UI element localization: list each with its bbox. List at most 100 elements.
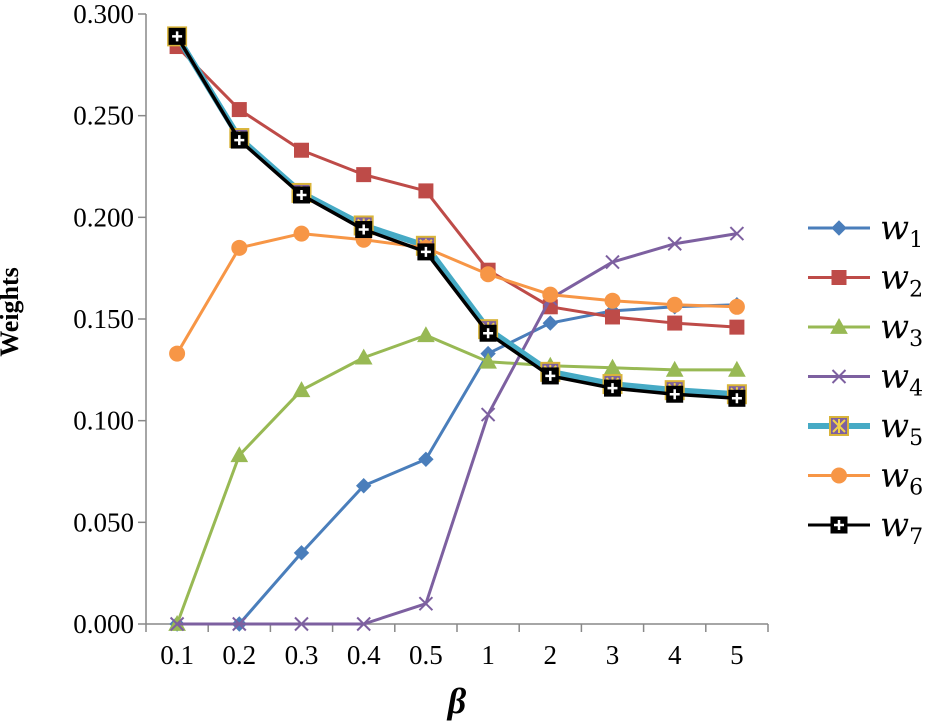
x-tick-label: 4 (668, 640, 682, 670)
y-tick-label: 0.250 (73, 101, 134, 131)
legend-item-w2: w2 (808, 258, 923, 303)
data-point-w4 (667, 236, 682, 251)
data-point-w7-glyph (607, 383, 618, 394)
data-point-w6 (728, 298, 745, 315)
data-point-w6 (604, 292, 621, 309)
data-point-w4 (605, 254, 620, 270)
legend-label: w5 (880, 406, 923, 451)
x-axis-title: β (446, 681, 467, 721)
data-point-w4 (232, 616, 247, 632)
data-point-w2 (231, 102, 247, 118)
x-tick-label: 0.3 (285, 640, 319, 670)
x-tick-label: 5 (730, 640, 744, 670)
data-point-w7-glyph (420, 246, 431, 257)
data-point-w7-glyph (669, 389, 680, 400)
series-line-w3 (175, 333, 737, 625)
x-tick-label: 3 (606, 640, 620, 670)
data-point-w3 (230, 446, 249, 463)
data-point-w7-glyph (172, 31, 183, 42)
series-w2 (169, 39, 745, 335)
data-point-w2 (294, 142, 309, 158)
data-point-w3 (665, 360, 684, 377)
legend-subscript: 3 (909, 327, 923, 352)
data-point-w4 (169, 616, 185, 632)
data-point-w2 (418, 183, 434, 199)
data-point-w7-glyph (296, 189, 307, 200)
data-point-w6 (666, 296, 683, 313)
x-tick-label: 0.4 (347, 640, 381, 670)
x-tick-labels: 0.1 0.2 0.3 0.4 0.5 1 2 3 4 5 (160, 640, 743, 670)
data-point-w1 (355, 478, 372, 494)
legend-item-w6: w6 (808, 456, 923, 501)
data-point-w4 (418, 596, 434, 611)
data-point-w3 (292, 381, 311, 398)
y-tick-label: 0.000 (73, 609, 134, 639)
series-line-w6 (175, 232, 737, 355)
data-point-w4 (729, 226, 745, 241)
series-line-w7 (175, 35, 738, 401)
legend-label: w6 (880, 456, 923, 501)
legend-label: w1 (880, 208, 923, 253)
data-point-w1 (293, 545, 310, 561)
series-line-w4 (177, 232, 738, 626)
legend-marker-glyph (832, 419, 846, 433)
x-tick-label: 2 (544, 640, 558, 670)
data-point-w4 (294, 616, 309, 632)
legend-subscript: 2 (909, 278, 923, 303)
legend-item-w4: w4 (808, 357, 923, 402)
data-point-w7-glyph (483, 328, 494, 339)
y-axis-title: Weights (0, 267, 24, 357)
data-point-w1 (542, 315, 559, 331)
legend-label: w7 (880, 505, 923, 550)
legend-subscript: 5 (909, 426, 923, 451)
legend-subscript: 6 (909, 476, 923, 501)
legend-item-w1: w1 (808, 208, 923, 253)
data-point-w2 (667, 315, 683, 331)
x-tick-label: 0.2 (222, 640, 256, 670)
series-layer (167, 26, 747, 632)
data-point-w2 (729, 319, 745, 335)
legend-subscript: 4 (909, 377, 923, 402)
series-line-w2 (176, 45, 737, 329)
x-tick-label: 0.1 (160, 640, 194, 670)
legend-label: w4 (880, 357, 923, 402)
legend-marker-glyph (834, 520, 844, 530)
data-point-w7-glyph (545, 370, 556, 381)
legend-marker (831, 220, 847, 236)
data-point-w6 (480, 266, 497, 283)
legend-item-w7: w7 (808, 505, 923, 550)
data-point-w6 (231, 239, 248, 256)
series-w7 (168, 27, 746, 407)
legend-marker (831, 467, 847, 484)
data-point-w2 (605, 309, 620, 325)
legend-marker (830, 317, 848, 334)
legend-label: w2 (880, 258, 923, 303)
data-point-w3 (354, 348, 373, 365)
data-point-w3 (728, 360, 746, 377)
data-point-w7-glyph (234, 135, 245, 146)
data-point-w4 (480, 407, 496, 422)
y-tick-label: 0.100 (73, 406, 134, 436)
legend-item-w5: w5 (808, 406, 923, 451)
data-point-w3 (417, 326, 435, 343)
legend-label: w3 (880, 307, 923, 352)
data-point-w4 (356, 616, 371, 632)
y-tick-labels: 0.000 0.050 0.100 0.150 0.200 0.250 0.300 (73, 0, 134, 639)
legend-subscript: 7 (909, 525, 923, 550)
legend-marker (831, 369, 847, 384)
y-tick-label: 0.150 (73, 304, 134, 334)
y-tick-label: 0.050 (73, 507, 134, 537)
data-point-w2 (356, 167, 372, 183)
x-tick-label: 1 (481, 640, 495, 670)
y-tick-label: 0.200 (73, 202, 134, 232)
series-line-w5 (174, 34, 738, 398)
x-tick-label: 0.5 (409, 640, 443, 670)
y-tick-label: 0.300 (73, 0, 134, 29)
data-point-w6 (542, 286, 559, 303)
data-point-w3 (479, 352, 497, 369)
data-point-w6 (169, 345, 186, 362)
data-point-w6 (293, 225, 310, 242)
series-w3 (168, 326, 746, 631)
